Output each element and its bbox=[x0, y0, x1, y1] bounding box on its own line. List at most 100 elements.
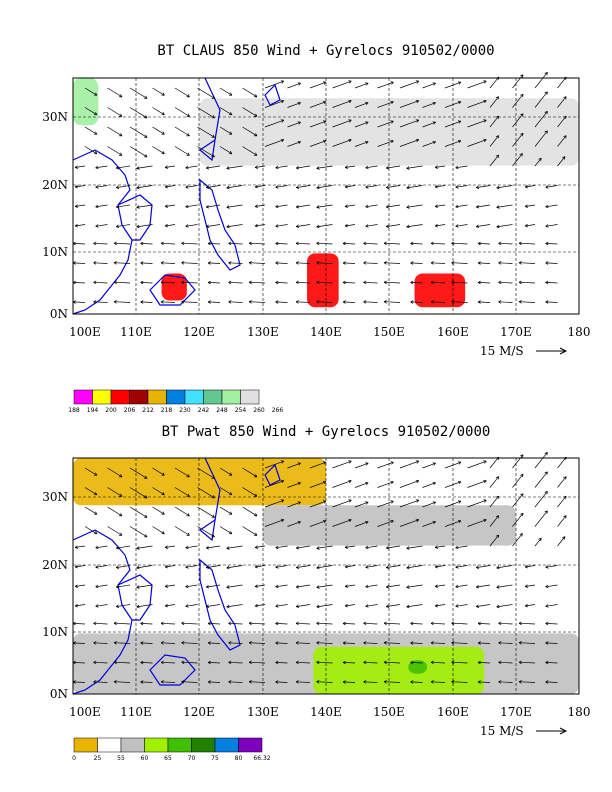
top-wind-vector bbox=[136, 165, 153, 170]
top-wind-vector bbox=[455, 224, 468, 228]
top-wind-vector bbox=[264, 99, 285, 108]
top-wind-vector bbox=[174, 146, 190, 156]
top-wind-vector bbox=[545, 204, 558, 209]
bottom-wind-vector bbox=[545, 641, 558, 645]
top-wind-vector bbox=[498, 280, 513, 285]
bottom-shade-region bbox=[73, 458, 326, 506]
bottom-x-tick-110e: 110E bbox=[120, 705, 152, 719]
bottom-wind-vector bbox=[512, 454, 524, 469]
bottom-wind-vector bbox=[434, 584, 446, 588]
top-wind-vector bbox=[242, 87, 258, 98]
bottom-wind-vector bbox=[406, 545, 423, 550]
top-wind-vector bbox=[275, 261, 288, 265]
bottom-wind-vector bbox=[95, 584, 108, 589]
bottom-wind-vector bbox=[295, 584, 311, 589]
bottom-coastline bbox=[199, 558, 241, 651]
bottom-wind-vector bbox=[477, 680, 491, 684]
top-wind-vector bbox=[129, 107, 148, 119]
top-plot-area bbox=[72, 72, 580, 315]
bottom-wind-vector bbox=[160, 641, 176, 645]
top-wind-vector bbox=[434, 184, 446, 189]
top-wind-vector bbox=[264, 80, 285, 89]
top-wind-vector bbox=[93, 280, 108, 285]
top-wind-vector bbox=[399, 119, 420, 128]
bottom-wind-vector bbox=[430, 641, 446, 645]
bottom-wind-vector bbox=[295, 660, 311, 665]
bottom-wind-vector bbox=[434, 564, 446, 569]
bottom-wind-vector bbox=[242, 506, 258, 517]
bottom-wind-vector bbox=[545, 604, 558, 608]
bottom-wind-vector bbox=[152, 487, 165, 496]
top-wind-vector bbox=[524, 223, 536, 228]
bottom-wind-vector bbox=[385, 565, 401, 569]
top-wind-vector bbox=[248, 241, 266, 246]
top-wind-vector bbox=[451, 280, 468, 285]
top-vector-ref-arrow bbox=[536, 347, 568, 355]
top-wind-vector bbox=[248, 300, 266, 304]
bottom-wind-vector bbox=[354, 520, 369, 527]
top-wind-vector bbox=[95, 165, 108, 170]
bottom-wind-vector bbox=[512, 473, 524, 488]
bottom-x-tick-140e: 140E bbox=[310, 705, 342, 719]
top-wind-vector bbox=[444, 100, 462, 108]
top-wind-vector bbox=[160, 241, 176, 246]
bottom-wind-vector bbox=[332, 460, 352, 469]
top-wind-vector bbox=[385, 165, 401, 170]
top-wind-vector bbox=[422, 101, 436, 108]
bottom-wind-vector bbox=[545, 660, 558, 665]
bottom-wind-vector bbox=[295, 565, 311, 569]
top-x-tick-120e: 120E bbox=[183, 325, 215, 339]
bottom-wind-vector bbox=[295, 545, 311, 550]
bottom-wind-vector bbox=[93, 660, 108, 665]
top-wind-vector bbox=[181, 261, 198, 265]
bottom-wind-vector bbox=[185, 545, 198, 550]
bottom-coastline bbox=[204, 457, 221, 521]
bottom-wind-vector bbox=[512, 533, 523, 547]
bottom-wind-vector bbox=[518, 660, 536, 665]
bottom-wind-vector bbox=[207, 660, 221, 665]
top-wind-vector bbox=[430, 300, 446, 304]
bottom-wind-vector bbox=[410, 621, 423, 626]
top-coastline bbox=[149, 274, 196, 306]
top-wind-vector bbox=[316, 300, 333, 304]
top-wind-vector bbox=[248, 261, 266, 265]
top-shade-region bbox=[73, 78, 99, 126]
top-plot-frame bbox=[72, 77, 580, 315]
bottom-wind-vector bbox=[309, 480, 327, 488]
bottom-legend-label: 25 bbox=[94, 755, 102, 762]
top-wind-vector bbox=[275, 300, 288, 304]
top-wind-vector bbox=[365, 204, 378, 209]
top-wind-vector bbox=[477, 280, 491, 285]
bottom-wind-vector bbox=[451, 660, 468, 665]
bottom-wind-vector bbox=[74, 545, 86, 549]
bottom-wind-vector bbox=[164, 545, 176, 549]
top-wind-vector bbox=[383, 280, 401, 285]
top-y-tick-20n: 20N bbox=[42, 178, 68, 192]
bottom-wind-vector bbox=[455, 604, 468, 608]
bottom-wind-vector bbox=[113, 641, 131, 645]
bottom-wind-vector bbox=[534, 537, 542, 547]
bottom-wind-vector bbox=[518, 680, 536, 684]
bottom-wind-vector bbox=[545, 621, 558, 626]
top-wind-vector bbox=[467, 80, 487, 89]
bottom-wind-vector bbox=[84, 487, 98, 496]
bottom-wind-vector bbox=[385, 584, 401, 589]
top-wind-vector bbox=[84, 107, 98, 116]
top-wind-vector bbox=[444, 81, 462, 89]
top-gridlines bbox=[73, 78, 579, 314]
bottom-wind-vector bbox=[219, 526, 233, 535]
top-wind-vector bbox=[113, 241, 131, 246]
top-wind-vector bbox=[434, 204, 446, 208]
bottom-wind-vector bbox=[248, 641, 266, 645]
bottom-wind-vector bbox=[205, 545, 221, 550]
top-wind-vector bbox=[228, 241, 243, 246]
bottom-wind-vector bbox=[406, 604, 423, 609]
bottom-wind-vector bbox=[422, 481, 436, 488]
top-wind-vector bbox=[181, 241, 198, 246]
top-wind-vector bbox=[518, 280, 536, 285]
top-wind-vector bbox=[242, 146, 258, 156]
top-wind-vector bbox=[399, 138, 420, 147]
top-wind-vector bbox=[140, 300, 153, 304]
top-legend-swatch bbox=[221, 389, 241, 405]
